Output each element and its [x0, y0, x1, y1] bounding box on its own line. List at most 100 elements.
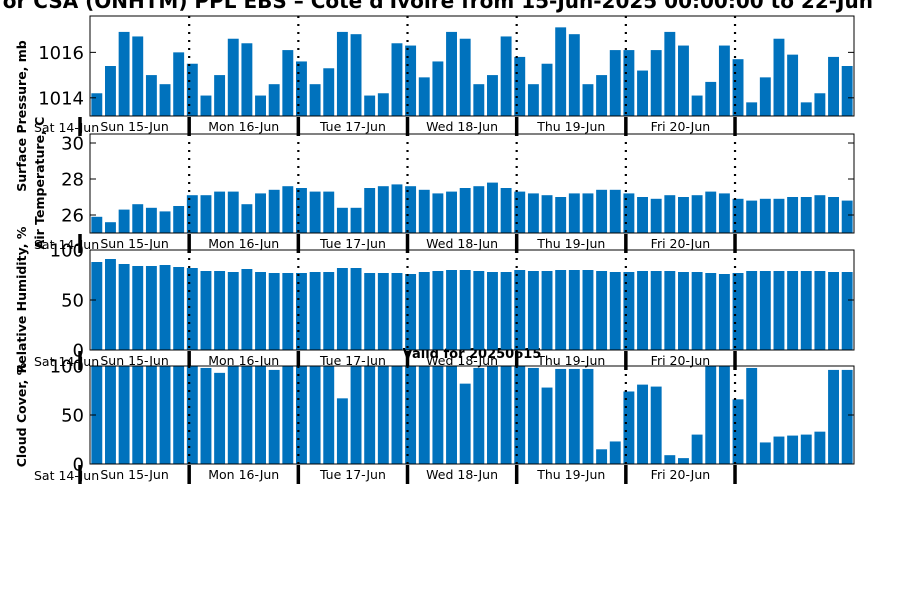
bar — [350, 34, 362, 116]
bar — [336, 31, 348, 116]
bar — [446, 191, 457, 233]
day-label: Fri 20-Jun — [651, 236, 711, 251]
bar — [596, 271, 608, 350]
bar — [678, 45, 689, 116]
bar — [500, 188, 512, 233]
bar — [650, 50, 662, 116]
day-label: Wed 18-Jun — [426, 119, 498, 134]
bar — [268, 369, 280, 464]
bars — [91, 259, 853, 350]
bar — [391, 366, 403, 464]
bar — [159, 211, 171, 233]
bar — [200, 95, 212, 116]
bar — [159, 366, 171, 464]
day-label: Tue 17-Jun — [319, 467, 386, 482]
bar — [473, 84, 485, 116]
bar — [678, 272, 689, 350]
bar — [623, 391, 635, 464]
bar — [377, 93, 389, 116]
bar — [268, 189, 280, 233]
day-label: Sun 15-Jun — [100, 119, 168, 134]
bar — [296, 366, 307, 464]
y-tick-label: 100 — [50, 240, 84, 261]
bar — [828, 56, 839, 116]
bar — [527, 271, 539, 350]
bar — [268, 273, 280, 350]
bar — [582, 84, 594, 116]
bar — [268, 84, 280, 116]
y-axis-label: Surface Pressure, mb — [14, 40, 29, 192]
bar — [391, 273, 403, 350]
bar — [364, 273, 376, 350]
bar — [473, 271, 485, 350]
bar — [623, 50, 635, 116]
bar — [241, 204, 253, 233]
bar — [541, 195, 553, 233]
day-label: Mon 16-Jun — [208, 467, 279, 482]
y-axis-label: Air Temperature, C — [32, 117, 47, 250]
bar — [145, 266, 157, 350]
bar — [691, 95, 703, 116]
bar — [350, 268, 362, 350]
bar — [555, 197, 567, 233]
bar — [214, 271, 226, 350]
bar — [200, 367, 212, 464]
bar — [118, 31, 130, 116]
bar — [759, 442, 771, 464]
bar — [227, 366, 239, 464]
bar — [91, 216, 103, 233]
day-label: Sat 14-Jun — [34, 237, 99, 252]
bar — [282, 273, 294, 350]
bar — [323, 68, 335, 116]
bar — [678, 458, 689, 464]
bar — [814, 271, 826, 350]
bar — [637, 271, 648, 350]
bar — [746, 367, 758, 464]
bar — [637, 70, 648, 116]
y-tick-label: 0 — [73, 340, 84, 361]
axes-box — [89, 15, 855, 117]
bar — [405, 45, 417, 116]
bar — [364, 366, 376, 464]
bar — [200, 195, 212, 233]
bar — [828, 197, 839, 233]
bar — [514, 56, 526, 116]
bar — [227, 38, 239, 116]
bar — [446, 270, 457, 350]
bar — [323, 272, 335, 350]
bar — [145, 75, 157, 116]
bar — [296, 61, 307, 116]
bar — [446, 31, 457, 116]
bar — [691, 195, 703, 233]
bar — [718, 193, 730, 233]
day-label: Tue 17-Jun — [319, 353, 386, 368]
bar — [173, 366, 185, 464]
bar — [705, 81, 717, 116]
bar — [459, 188, 471, 233]
bar — [418, 77, 430, 116]
bar — [309, 272, 321, 350]
bar — [664, 455, 676, 464]
bar — [364, 188, 376, 233]
bar — [637, 197, 648, 233]
bar — [609, 50, 621, 116]
bar — [664, 195, 676, 233]
y-axis-label: Cloud Cover, % — [14, 362, 29, 467]
bar — [487, 272, 498, 350]
axes-box — [89, 133, 855, 234]
bar — [705, 191, 717, 233]
bar — [500, 272, 512, 350]
bar — [459, 383, 471, 464]
bar — [214, 191, 226, 233]
bar — [336, 268, 348, 350]
bar — [650, 271, 662, 350]
bar — [145, 366, 157, 464]
day-label: Sun 15-Jun — [100, 236, 168, 251]
bar — [787, 197, 799, 233]
bar — [650, 386, 662, 464]
bar — [582, 270, 594, 350]
day-label: Wed 18-Jun — [426, 467, 498, 482]
bar — [828, 369, 839, 464]
day-label: Sun 15-Jun — [100, 353, 168, 368]
day-label: Sun 15-Jun — [100, 467, 168, 482]
